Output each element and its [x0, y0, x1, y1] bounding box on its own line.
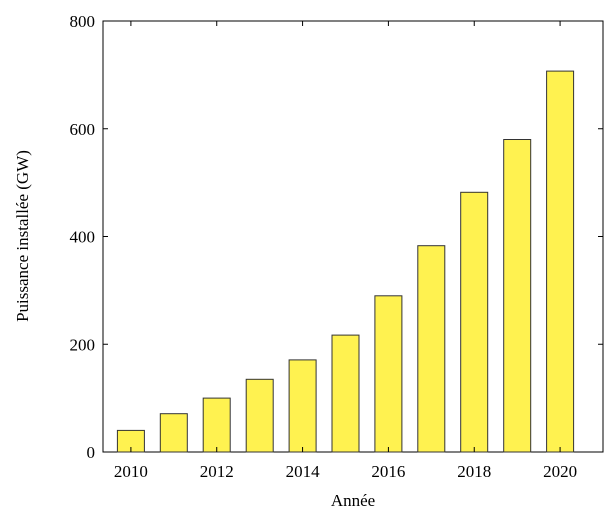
- x-tick-label-2010: 2010: [114, 462, 148, 481]
- bar-2012: [202, 397, 231, 453]
- bar-2019: [503, 139, 532, 453]
- bars-group: [116, 70, 575, 453]
- y-axis-ticks: 0 200 400 600 800: [70, 12, 603, 462]
- x-axis-title: Année: [331, 491, 375, 510]
- y-tick-label-600: 600: [70, 120, 96, 139]
- bar-2020: [546, 70, 575, 453]
- bar-2013: [245, 378, 274, 453]
- y-tick-label-800: 800: [70, 12, 96, 31]
- bar-2017: [417, 245, 446, 453]
- x-tick-label-2020: 2020: [543, 462, 577, 481]
- x-axis-ticks: 2010 2012 2014 2016 2018 2020: [114, 21, 577, 481]
- x-tick-label-2014: 2014: [286, 462, 321, 481]
- y-axis-title: Puissance installée (GW): [13, 150, 32, 322]
- bar-2016: [374, 295, 403, 453]
- y-tick-label-200: 200: [70, 335, 96, 354]
- x-tick-label-2018: 2018: [457, 462, 491, 481]
- x-tick-label-2016: 2016: [371, 462, 405, 481]
- x-tick-label-2012: 2012: [200, 462, 234, 481]
- bar-2018: [460, 191, 489, 453]
- bar-2011: [159, 413, 188, 453]
- y-tick-label-400: 400: [70, 228, 96, 247]
- y-tick-label-0: 0: [87, 443, 96, 462]
- bar-2015: [331, 334, 360, 453]
- bar-2014: [288, 359, 317, 453]
